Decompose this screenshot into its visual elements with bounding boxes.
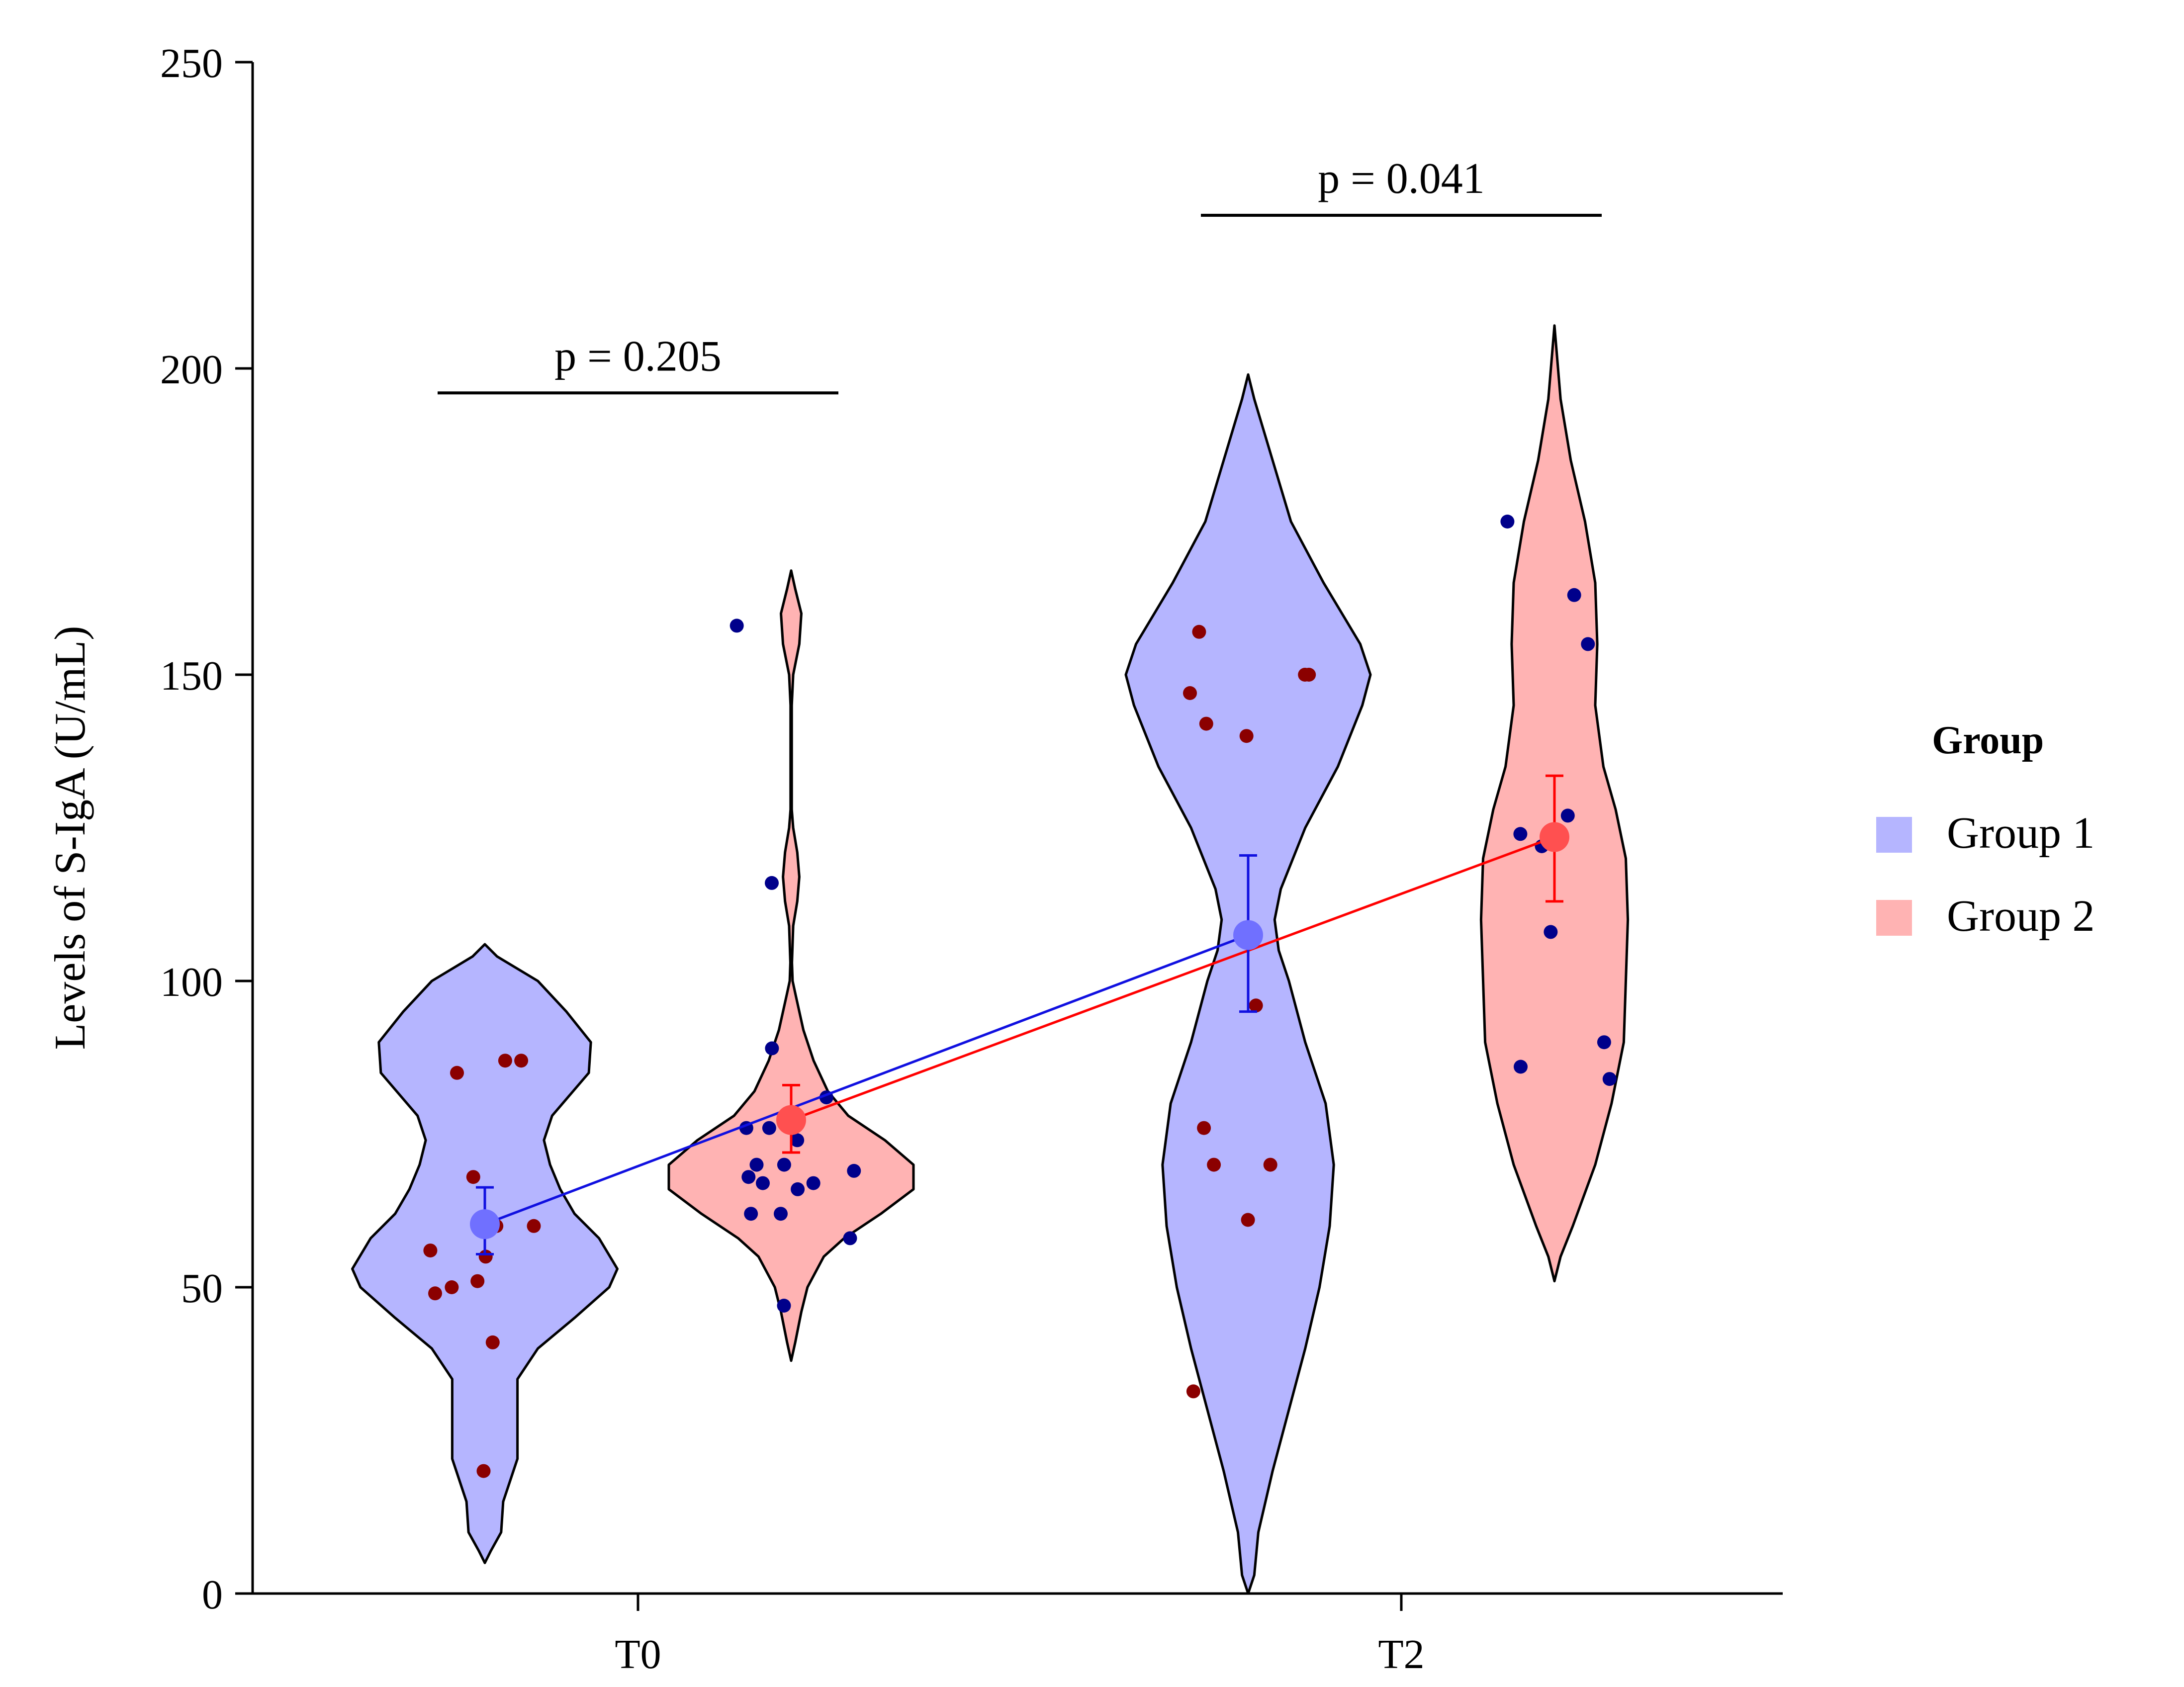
data-point — [806, 1176, 820, 1190]
p-value-label: p = 0.205 — [554, 332, 722, 380]
data-point — [1207, 1157, 1221, 1172]
data-point — [847, 1163, 861, 1178]
data-point — [1544, 925, 1558, 939]
data-point — [756, 1176, 770, 1190]
data-point — [527, 1219, 541, 1233]
data-point — [428, 1286, 442, 1301]
legend-swatch-group-1 — [1876, 817, 1912, 853]
data-point — [791, 1182, 805, 1196]
data-point — [470, 1274, 485, 1288]
data-point — [1513, 827, 1528, 841]
data-point — [423, 1243, 438, 1258]
legend-label-group-1: Group 1 — [1947, 808, 2094, 858]
data-point — [476, 1464, 491, 1478]
y-axis-label: Levels of S-IgA (U/mL) — [46, 626, 94, 1050]
trend-lines-layer — [484, 836, 1555, 1226]
data-point — [1241, 1213, 1255, 1227]
data-point — [1197, 1121, 1211, 1135]
legend-title: Group — [1932, 718, 2044, 762]
legend-swatch-group-2 — [1876, 900, 1912, 936]
data-point — [790, 1133, 805, 1148]
data-point — [1192, 624, 1206, 639]
trend-line-1 — [484, 934, 1249, 1226]
data-point — [498, 1054, 512, 1068]
data-point — [777, 1299, 791, 1313]
mean-marker-group-2 — [1540, 822, 1569, 852]
data-point — [485, 1335, 500, 1349]
y-tick-label: 250 — [160, 40, 223, 87]
data-point — [445, 1280, 459, 1294]
violin-group-2-t0 — [667, 569, 915, 1362]
data-point — [1263, 1157, 1277, 1172]
data-point — [765, 1041, 779, 1056]
data-point — [1249, 998, 1263, 1013]
data-point — [843, 1231, 857, 1245]
legend: Group Group 1 Group 2 — [1876, 718, 2094, 941]
x-tick-label: T2 — [1378, 1631, 1424, 1678]
trend-line-2 — [791, 836, 1555, 1122]
data-point — [1239, 729, 1254, 743]
mean-marker-group-1 — [1233, 920, 1263, 950]
data-point — [1560, 808, 1575, 823]
data-point — [1602, 1072, 1617, 1086]
data-point — [749, 1157, 764, 1172]
mean-marker-group-1 — [470, 1209, 500, 1240]
data-point — [1302, 668, 1316, 682]
data-point — [1183, 686, 1197, 700]
data-point — [514, 1054, 529, 1068]
y-tick-label: 50 — [181, 1265, 223, 1312]
annotations-layer: p = 0.205 p = 0.041 — [438, 155, 1602, 395]
data-point — [777, 1157, 791, 1172]
axes-layer: 0 50 100 150 200 250 T0 T2 Levels of S-IgA (U/mL… — [46, 40, 1783, 1678]
data-point — [1514, 1060, 1528, 1074]
data-point — [762, 1121, 776, 1135]
data-point — [466, 1170, 480, 1184]
data-point — [1186, 1384, 1200, 1399]
y-tick-label: 100 — [160, 959, 223, 1005]
p-value-label: p = 0.041 — [1318, 155, 1485, 203]
data-point — [774, 1207, 788, 1221]
data-point — [741, 1170, 756, 1184]
data-point — [1597, 1035, 1611, 1050]
data-point — [1581, 637, 1595, 651]
y-tick-label: 200 — [160, 347, 223, 393]
y-tick-label: 0 — [202, 1572, 223, 1618]
data-point — [1567, 588, 1581, 602]
legend-label-group-2: Group 2 — [1947, 891, 2094, 941]
data-point — [729, 619, 744, 633]
means-layer — [470, 822, 1569, 1240]
data-point — [765, 876, 779, 890]
x-tick-label: T0 — [615, 1631, 661, 1678]
data-point — [1500, 515, 1515, 529]
data-point — [744, 1207, 758, 1221]
y-tick-label: 150 — [160, 653, 223, 699]
data-point — [450, 1065, 464, 1080]
data-point — [1199, 716, 1213, 731]
mean-marker-group-2 — [776, 1105, 806, 1135]
